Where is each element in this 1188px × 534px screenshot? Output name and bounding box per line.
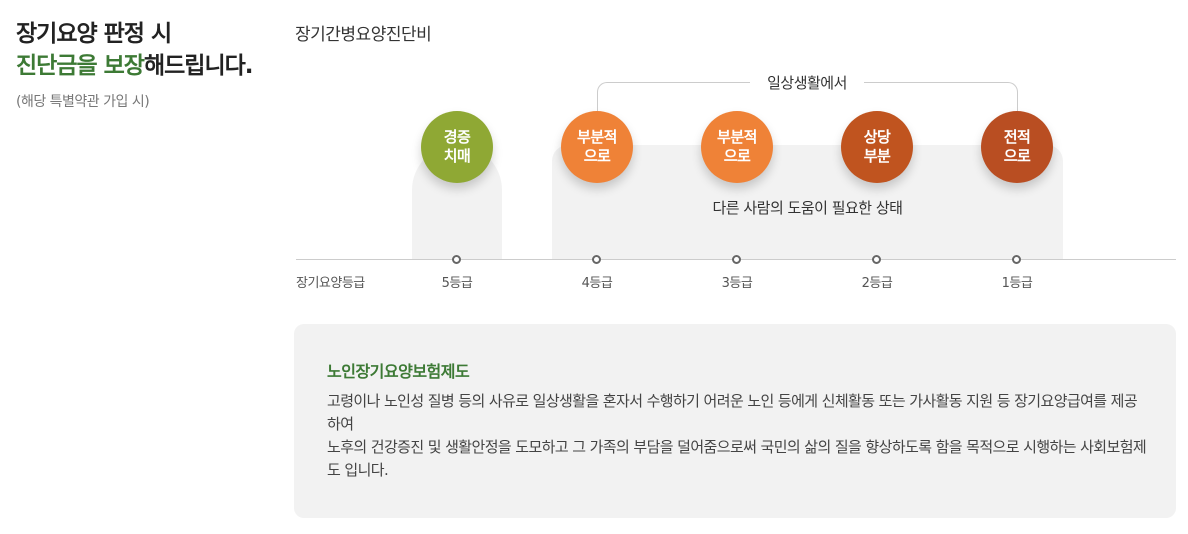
grade5-marker <box>452 255 461 264</box>
grade1-circle-line1: 전적 <box>1003 128 1031 146</box>
headline-block: 장기요양 판정 시 진단금을 보장해드립니다. (해당 특별약관 가입 시) <box>16 18 286 111</box>
headline-line1: 장기요양 판정 시 <box>16 21 172 47</box>
grade4-circle-line1: 부분적 <box>577 128 617 146</box>
grade1-circle-line2: 으로 <box>1003 147 1031 165</box>
grade2-marker <box>872 255 881 264</box>
diagram-title: 장기간병요양진단비 <box>295 25 432 45</box>
bracket-label: 일상생활에서 <box>750 72 864 94</box>
grade3-circle: 부분적 으로 <box>701 111 773 183</box>
headline-rest: 해드립니다. <box>143 53 254 79</box>
headline-accent: 진단금을 보장 <box>16 53 145 79</box>
grade5-label: 5등급 <box>441 276 473 291</box>
info-paragraph-2: 노후의 건강증진 및 생활안정을 도모하고 그 가족의 부담을 덜어줌으로써 국… <box>327 438 1147 479</box>
grade2-circle: 상당 부분 <box>841 111 913 183</box>
grade2-circle-line1: 상당 <box>863 128 891 146</box>
grade4-marker <box>592 255 601 264</box>
grade3-circle-line1: 부분적 <box>717 128 757 146</box>
info-paragraph-1: 고령이나 노인성 질병 등의 사유로 일상생활을 혼자서 수행하기 어려운 노인… <box>327 392 1138 433</box>
grade1-marker <box>1012 255 1021 264</box>
info-panel: 노인장기요양보험제도 고령이나 노인성 질병 등의 사유로 일상생활을 혼자서 … <box>294 324 1176 518</box>
grade1-label: 1등급 <box>1001 276 1033 291</box>
grade4-circle-line2: 으로 <box>583 147 611 165</box>
grade5-circle-line2: 치매 <box>443 147 471 165</box>
grade2-circle-line2: 부분 <box>863 147 891 165</box>
grade1-circle: 전적 으로 <box>981 111 1053 183</box>
group-note: 다른 사람의 도움이 필요한 상태 <box>712 199 903 217</box>
grade3-circle-line2: 으로 <box>723 147 751 165</box>
grade3-marker <box>732 255 741 264</box>
info-title: 노인장기요양보험제도 <box>327 362 470 381</box>
headline-note: (해당 특별약관 가입 시) <box>16 94 150 110</box>
headline-line2: 진단금을 보장해드립니다. <box>16 50 286 82</box>
info-body: 고령이나 노인성 질병 등의 사유로 일상생활을 혼자서 수행하기 어려운 노인… <box>327 390 1147 482</box>
grade4-label: 4등급 <box>581 276 613 291</box>
axis-title: 장기요양등급 <box>296 276 365 291</box>
daily-help-group-background <box>552 145 1063 259</box>
grade5-circle-line1: 경증 <box>443 128 471 146</box>
grade5-circle: 경증 치매 <box>421 111 493 183</box>
grade2-label: 2등급 <box>861 276 893 291</box>
grade3-label: 3등급 <box>721 276 753 291</box>
grade4-circle: 부분적 으로 <box>561 111 633 183</box>
